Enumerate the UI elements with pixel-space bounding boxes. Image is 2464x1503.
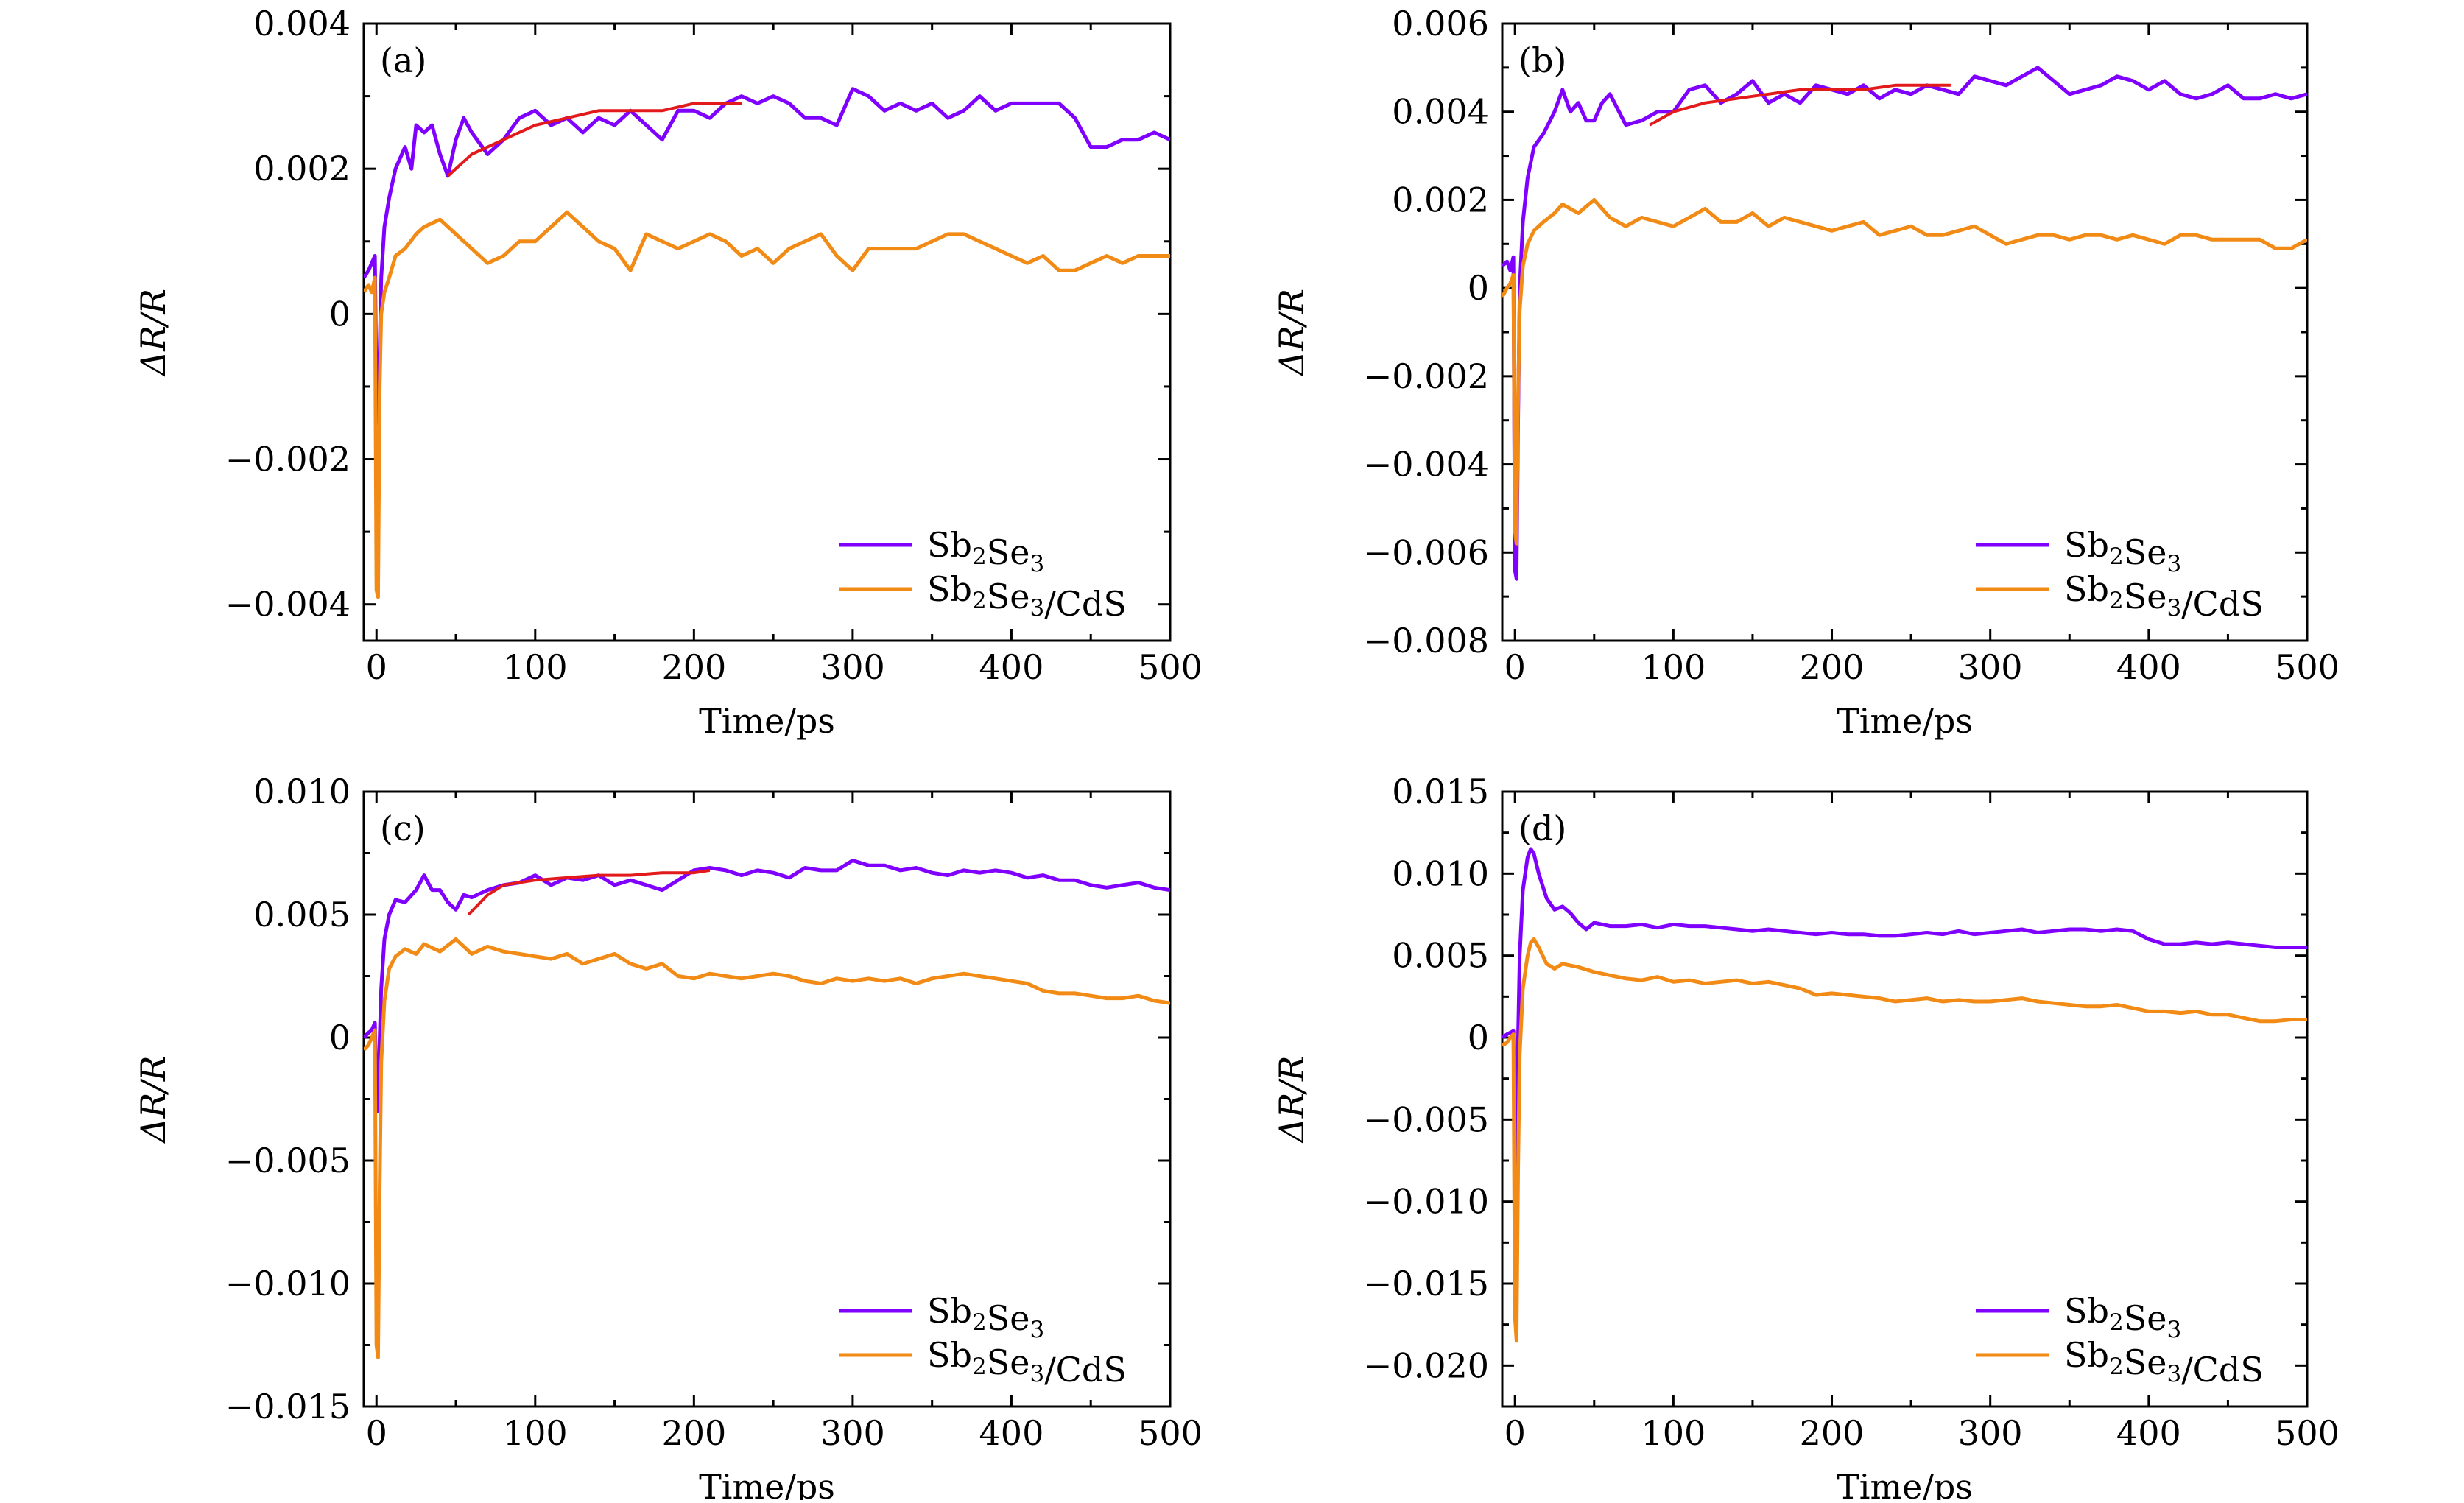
legend-label: Sb2Se3: [2064, 1291, 2181, 1343]
y-tick-label: −0.005: [225, 1141, 351, 1180]
x-tick-label: 300: [1958, 1413, 2023, 1453]
x-tick-label: 0: [1504, 1413, 1526, 1453]
x-tick-label: 200: [1800, 1413, 1865, 1453]
x-tick-label: 200: [1800, 647, 1865, 687]
x-tick-label: 400: [979, 647, 1044, 687]
y-tick-label: −0.002: [1364, 356, 1489, 396]
panel-label: (b): [1518, 41, 1566, 80]
series-line-sb2se3-cds: [1502, 937, 2307, 1343]
x-tick-label: 500: [1138, 1413, 1203, 1453]
y-axis-label: ΔR/R: [133, 1056, 173, 1144]
y-tick-label: 0.015: [1392, 772, 1489, 812]
x-tick-label: 500: [2275, 647, 2340, 687]
panel-b: 0 100 200 300 400 500 −0.008 −0.006 −0.004 −0.002…: [1272, 4, 2340, 741]
plot-area: [364, 859, 1170, 1359]
x-tick-label: 400: [2116, 647, 2181, 687]
y-tick-label: −0.020: [1364, 1345, 1489, 1385]
y-tick-label: 0.006: [1392, 4, 1489, 43]
y-tick-label: 0: [329, 294, 351, 334]
x-tick-label: 400: [2116, 1413, 2181, 1453]
x-tick-label: 500: [1138, 647, 1203, 687]
y-tick-label: 0.004: [1392, 92, 1489, 132]
series-line-fit: [1649, 83, 1951, 127]
series-line-sb2se3: [364, 859, 1170, 1113]
x-tick-label: 200: [661, 1413, 726, 1453]
axes-frame: [362, 22, 1172, 642]
x-tick-label: 0: [366, 647, 387, 687]
y-tick-label: 0.005: [253, 895, 351, 934]
x-tick-label: 500: [2275, 1413, 2340, 1453]
y-tick-label: 0.002: [1392, 180, 1489, 219]
series-line-fit: [467, 868, 711, 916]
panel-label: (a): [380, 41, 426, 80]
legend-label: Sb2Se3: [927, 525, 1044, 577]
series-line-sb2se3-cds: [1502, 197, 2307, 546]
panel-label: (d): [1518, 809, 1566, 848]
y-tick-label: 0.005: [1392, 936, 1489, 976]
x-tick-label: 200: [661, 647, 726, 687]
legend-label: Sb2Se3: [927, 1291, 1044, 1343]
panel-a: 0 100 200 300 400 500 −0.004 −0.002 0 0.002 0.004 T…: [133, 4, 1203, 741]
y-tick-label: −0.015: [225, 1387, 351, 1426]
y-tick-label: −0.004: [1364, 445, 1489, 485]
axes-frame: [362, 790, 1172, 1408]
y-axis-label: ΔR/R: [133, 289, 173, 377]
x-axis-label: Time/ps: [1837, 701, 1973, 741]
x-axis-label: Time/ps: [699, 1467, 835, 1500]
y-tick-label: 0: [1468, 1018, 1489, 1057]
legend-label: Sb2Se3/CdS: [2064, 569, 2264, 624]
y-tick-label: −0.010: [225, 1264, 351, 1303]
series-line-sb2se3: [1502, 847, 2307, 1171]
y-tick-label: −0.015: [1364, 1264, 1489, 1303]
series-line-sb2se3-cds: [364, 210, 1170, 599]
x-tick-label: 100: [1641, 1413, 1706, 1453]
series-line-sb2se3: [1502, 66, 2307, 581]
x-tick-label: 400: [979, 1413, 1044, 1453]
x-tick-label: 300: [1958, 647, 2023, 687]
y-tick-label: −0.008: [1364, 621, 1489, 661]
y-tick-label: −0.006: [1364, 532, 1489, 572]
legend-label: Sb2Se3/CdS: [927, 1335, 1127, 1390]
plot-area: [1502, 847, 2307, 1343]
y-axis-label: ΔR/R: [1272, 1056, 1312, 1144]
legend-label: Sb2Se3/CdS: [2064, 1335, 2264, 1390]
series-line-fit: [446, 102, 742, 177]
panel-label: (c): [380, 809, 426, 848]
panel-c: 0 100 200 300 400 500 −0.015 −0.010 −0.005 0 0.005…: [133, 772, 1203, 1503]
x-axis-label: Time/ps: [1837, 1467, 1973, 1500]
legend-label: Sb2Se3: [2064, 525, 2181, 577]
x-tick-label: 0: [1504, 647, 1526, 687]
y-tick-label: −0.002: [225, 440, 351, 479]
y-tick-label: 0.010: [253, 772, 351, 812]
legend-label: Sb2Se3/CdS: [927, 569, 1127, 624]
x-tick-label: 300: [820, 647, 885, 687]
plot-area: [1502, 66, 2307, 581]
y-tick-label: 0.010: [1392, 853, 1489, 893]
axes-frame: [1501, 790, 2309, 1408]
y-tick-label: 0.002: [253, 149, 351, 189]
y-tick-label: −0.010: [1364, 1182, 1489, 1222]
x-tick-label: 100: [1641, 647, 1706, 687]
x-tick-label: 100: [503, 647, 568, 687]
plot-area: [364, 87, 1170, 599]
series-line-sb2se3: [364, 87, 1170, 425]
y-tick-label: 0.004: [253, 4, 351, 43]
x-tick-label: 300: [820, 1413, 885, 1453]
y-tick-label: 0: [329, 1018, 351, 1057]
y-tick-label: −0.004: [225, 585, 351, 624]
y-tick-label: −0.005: [1364, 1099, 1489, 1139]
x-tick-label: 100: [503, 1413, 568, 1453]
x-axis-label: Time/ps: [699, 701, 835, 741]
y-tick-label: 0: [1468, 268, 1489, 308]
x-tick-label: 0: [366, 1413, 387, 1453]
series-line-sb2se3-cds: [364, 937, 1170, 1359]
y-axis-label: ΔR/R: [1272, 289, 1312, 377]
panel-d: 0 100 200 300 400 500 −0.020 −0.015 −0.010 −0.005…: [1272, 772, 2340, 1503]
